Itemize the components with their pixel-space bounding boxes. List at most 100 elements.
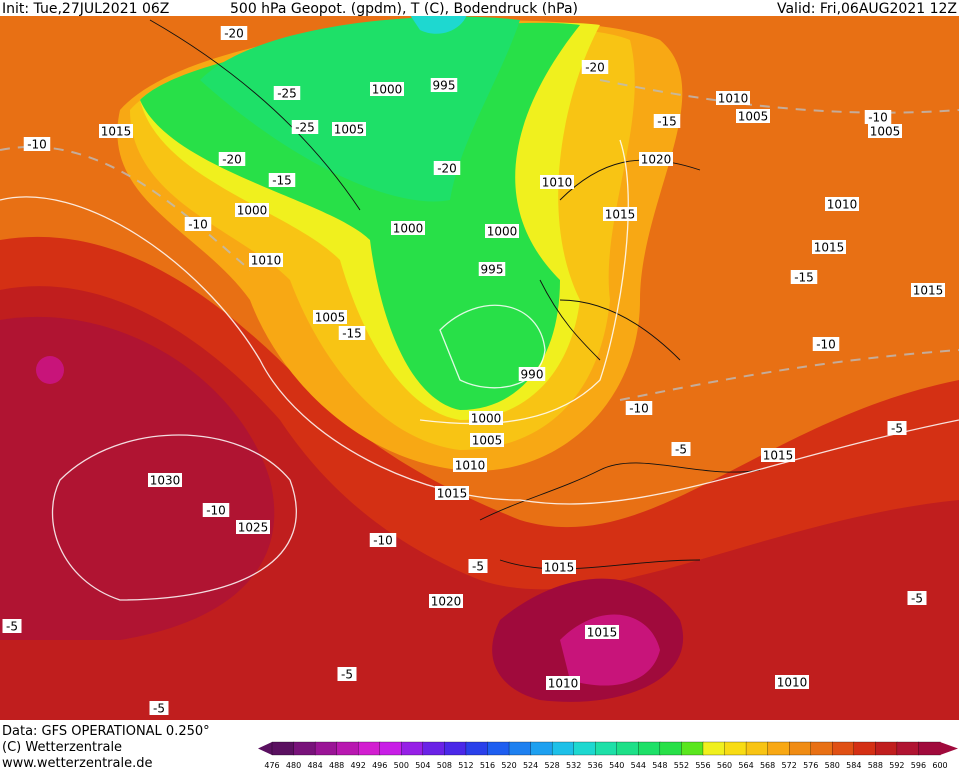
label-box bbox=[430, 78, 458, 92]
contour-label: 1020 bbox=[431, 595, 462, 609]
contour-label: 1005 bbox=[870, 125, 901, 139]
label-box bbox=[332, 122, 366, 136]
label-box bbox=[468, 559, 488, 573]
label-box bbox=[433, 161, 461, 175]
label-box bbox=[337, 667, 357, 681]
contour-label: 995 bbox=[433, 79, 456, 93]
label-box bbox=[99, 124, 133, 138]
colorbar-tick-label: 544 bbox=[631, 761, 646, 770]
colorbar-tick-label: 600 bbox=[932, 761, 947, 770]
warm-field bbox=[0, 316, 275, 640]
contour-label: 1000 bbox=[372, 83, 403, 97]
colorbar-tick-label: 480 bbox=[286, 761, 301, 770]
label-box bbox=[273, 86, 301, 100]
colorbar-cell bbox=[832, 741, 855, 756]
contour-label: -10 bbox=[27, 138, 47, 152]
colorbar-cell bbox=[875, 741, 898, 756]
contour-label: 1015 bbox=[763, 449, 794, 463]
label-box bbox=[887, 421, 907, 435]
label-box bbox=[761, 448, 795, 462]
label-box bbox=[184, 217, 212, 231]
contour-label: -10 bbox=[206, 504, 226, 518]
label-box bbox=[453, 458, 487, 472]
contour-label: -10 bbox=[629, 402, 649, 416]
label-box bbox=[429, 594, 463, 608]
label-box bbox=[338, 326, 366, 340]
source: Data: GFS OPERATIONAL 0.250° bbox=[2, 724, 210, 739]
contour-label: 1000 bbox=[471, 412, 502, 426]
contour-label: -10 bbox=[188, 218, 208, 232]
colorbar-tick-label: 500 bbox=[394, 761, 409, 770]
contour-label: -5 bbox=[472, 560, 484, 574]
colorbar-cell bbox=[789, 741, 812, 756]
contour-label: 1000 bbox=[487, 225, 518, 239]
contour-label: 1005 bbox=[334, 123, 365, 137]
colorbar-cell bbox=[702, 741, 726, 756]
colorbar-tick-label: 512 bbox=[458, 761, 473, 770]
contour-label: 1010 bbox=[548, 677, 579, 691]
label-box bbox=[581, 60, 609, 74]
contour-label: 1015 bbox=[544, 561, 575, 575]
colorbar-tick-label: 488 bbox=[329, 761, 344, 770]
colorbar-cell bbox=[724, 741, 747, 756]
colorbar-cell bbox=[444, 741, 467, 756]
colorbar-cell bbox=[638, 741, 661, 756]
label-box bbox=[653, 114, 681, 128]
contour-label: 1010 bbox=[827, 198, 858, 212]
colorbar-tick-label: 588 bbox=[868, 761, 883, 770]
label-box bbox=[148, 473, 182, 487]
colorbar-tick-label: 524 bbox=[523, 761, 538, 770]
label-box bbox=[235, 203, 269, 217]
label-box bbox=[911, 283, 945, 297]
label-box bbox=[470, 433, 504, 447]
contour-label: 1010 bbox=[455, 459, 486, 473]
label-box bbox=[236, 520, 270, 534]
label-box bbox=[825, 197, 859, 211]
label-box bbox=[868, 124, 902, 138]
label-box bbox=[249, 253, 283, 267]
label-box bbox=[812, 337, 840, 351]
label-box bbox=[202, 503, 230, 517]
colorbar-tick-label: 576 bbox=[803, 761, 818, 770]
label-box bbox=[313, 310, 347, 324]
label-box bbox=[907, 591, 927, 605]
label-box bbox=[812, 240, 846, 254]
contour-label: -5 bbox=[341, 668, 353, 682]
label-box bbox=[671, 442, 691, 456]
label-box bbox=[291, 120, 319, 134]
contour-label: 1015 bbox=[587, 626, 618, 640]
label-box bbox=[370, 82, 404, 96]
contour-label: -20 bbox=[437, 162, 457, 176]
label-box bbox=[603, 207, 637, 221]
contour-label: 1020 bbox=[641, 153, 672, 167]
colorbar-tick-label: 492 bbox=[351, 761, 366, 770]
label-box bbox=[435, 486, 469, 500]
label-box bbox=[546, 676, 580, 690]
label-box bbox=[518, 367, 546, 381]
label-box bbox=[585, 625, 619, 639]
label-box bbox=[220, 26, 248, 40]
contour-label: 1010 bbox=[542, 176, 573, 190]
colorbar-cell bbox=[465, 741, 489, 756]
label-box bbox=[790, 270, 818, 284]
colorbar-tick-label: 516 bbox=[480, 761, 495, 770]
isobar bbox=[52, 434, 297, 601]
header-area bbox=[0, 0, 959, 16]
contour-label: 1010 bbox=[251, 254, 282, 268]
warm-field bbox=[0, 286, 959, 720]
contour-label: 1015 bbox=[605, 208, 636, 222]
colorbar-tick-label: 596 bbox=[911, 761, 926, 770]
label-box bbox=[716, 91, 750, 105]
colorbar-tick-label: 564 bbox=[738, 761, 753, 770]
label-box bbox=[485, 224, 519, 238]
contour-label: -10 bbox=[373, 534, 393, 548]
colorbar-tick-label: 476 bbox=[264, 761, 279, 770]
isobar bbox=[439, 304, 546, 389]
contour-label: 1015 bbox=[814, 241, 845, 255]
colorbar-cell bbox=[379, 741, 402, 756]
colorbar-cell bbox=[293, 741, 316, 756]
colorbar-cell bbox=[853, 741, 877, 756]
colorbar-tick-label: 580 bbox=[825, 761, 840, 770]
colorbar-cell bbox=[810, 741, 833, 756]
label-box bbox=[736, 109, 770, 123]
